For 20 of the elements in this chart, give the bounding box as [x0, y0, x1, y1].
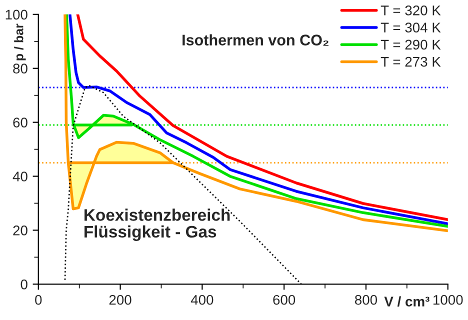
x-tick-label: 600 [273, 294, 296, 305]
legend-label: T = 290 K [380, 40, 441, 50]
y-axis-title: p / bar [14, 24, 26, 60]
legend-label: T = 304 K [380, 22, 441, 32]
legend-label: T = 320 K [380, 6, 441, 16]
y-tick-label: 80 [13, 64, 28, 74]
y-tick-label: 40 [12, 172, 28, 182]
y-tick-label: 100 [6, 10, 28, 20]
annotation: Koexistenzbereich Flüssigkeit - Gas [84, 208, 230, 241]
x-tick-label: 400 [190, 294, 214, 305]
text: Isothermen von CO₂ [182, 34, 328, 46]
y-tick-label: 60 [13, 118, 28, 128]
legend-label: T = 273 K [380, 56, 441, 67]
x-axis-title: V / cm³ [384, 296, 430, 307]
x-tick-label: 1000 [433, 294, 463, 305]
x-tick-label: 800 [354, 294, 378, 305]
y-tick-label: 20 [13, 226, 28, 236]
x-tick-label: 0 [35, 294, 42, 305]
y-tick-label: 0 [20, 279, 28, 290]
x-tick-label: 200 [109, 294, 132, 305]
